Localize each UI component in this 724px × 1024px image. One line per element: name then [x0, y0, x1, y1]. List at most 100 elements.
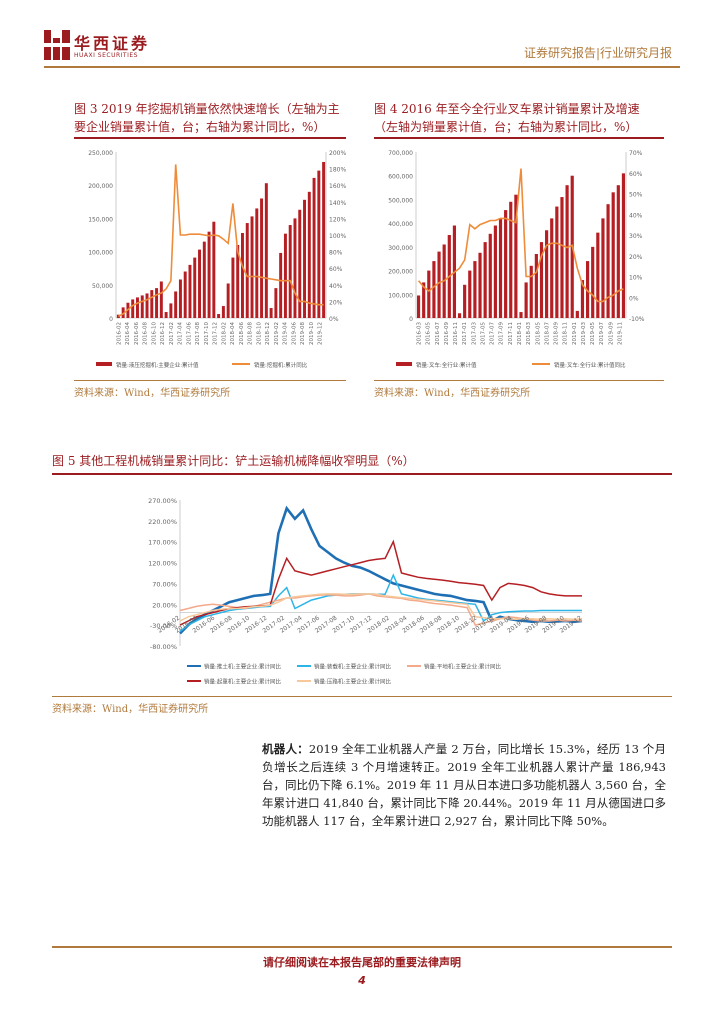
y-tick-label: -80.00%: [150, 643, 177, 651]
y-tick-label: -30.00%: [150, 622, 177, 630]
x-tick-label: 2019-03: [581, 322, 587, 345]
bar: [317, 170, 321, 318]
bar: [545, 230, 549, 318]
left-tick-label: 150,000: [88, 216, 113, 223]
bar: [555, 206, 559, 318]
x-tick-label: 2016-12: [160, 322, 166, 345]
legend-bar-swatch: [96, 362, 112, 366]
x-tick-label: 2017-02: [169, 322, 175, 345]
bar: [519, 312, 523, 318]
bar: [307, 191, 311, 318]
left-tick-label: 50,000: [92, 283, 113, 290]
bar: [155, 288, 159, 318]
legend-line-label: 销量:挖掘机:累计同比: [254, 361, 308, 369]
x-tick-label: 2019-02: [274, 322, 280, 345]
fig5-title: 图 5 其他工程机械销量累计同比：铲土运输机械降幅收窄明显（%）: [52, 454, 415, 468]
left-tick-label: 600,000: [388, 174, 413, 181]
bar: [264, 183, 268, 318]
bar: [279, 252, 283, 318]
bar: [504, 210, 508, 318]
fig3-source: 资料来源：Wind，华西证券研究所: [74, 388, 231, 399]
bar: [212, 221, 216, 318]
x-tick-label: 2017-12: [213, 322, 219, 345]
x-tick-label: 2019-07: [599, 322, 605, 345]
brand-name-en: HUAXI SECURITIES: [74, 52, 138, 59]
x-tick-label: 2018-05: [535, 322, 541, 345]
bar: [226, 283, 230, 318]
legend-label: 销量:装载机:主要企业:累计同比: [314, 663, 392, 671]
x-tick-label: 2016-05: [426, 322, 432, 345]
right-tick-label: 50%: [629, 192, 643, 199]
legend-bar-label: 销量:液压挖掘机:主要企业:累计值: [116, 361, 199, 369]
fig5-bottom-rule: [52, 696, 672, 697]
y-tick-label: 70.00%: [152, 580, 177, 588]
fig5-source: 资料来源：Wind，华西证券研究所: [52, 704, 209, 715]
right-tick-label: 60%: [329, 266, 343, 273]
x-tick-label: 2019-01: [572, 322, 578, 345]
fig4-title: 图 4 2016 年至今全行业叉车累计销量累计及增速 （左轴为销量累计值，台；右…: [374, 100, 664, 136]
x-tick-label: 2016-06: [134, 322, 140, 345]
x-tick-label: 2019-12: [318, 322, 324, 345]
left-tick-label: 250,000: [88, 150, 113, 157]
bar: [145, 293, 149, 318]
bar: [416, 295, 421, 318]
footer-rule: [52, 946, 672, 948]
bar: [174, 291, 178, 318]
x-tick-label: 2017-03: [471, 322, 477, 345]
x-tick-label: 2018-12: [265, 322, 271, 345]
x-tick-label: 2018-01: [517, 322, 523, 345]
legend-label: 销量:推土机:主要企业:累计同比: [204, 663, 282, 671]
bar: [207, 231, 211, 318]
bar: [217, 314, 221, 318]
x-tick-label: 2018-11: [563, 322, 569, 345]
left-tick-label: 100,000: [88, 250, 113, 257]
right-tick-label: -10%: [629, 316, 645, 323]
right-tick-label: 20%: [629, 254, 643, 261]
right-tick-label: 100%: [329, 233, 346, 240]
right-tick-label: 0%: [329, 316, 339, 323]
fig3-title: 图 3 2019 年挖掘机销量依然快速增长（左轴为主 要企业销量累计值，台；右轴…: [74, 100, 364, 136]
bar: [498, 218, 503, 318]
bar: [164, 312, 168, 318]
series-line: [179, 593, 583, 622]
bar: [255, 208, 259, 318]
x-tick-label: 2016-07: [435, 322, 441, 345]
bar: [183, 271, 187, 318]
page-header: 华西证券 HUAXI SECURITIES 证券研究报告|行业研究月报: [0, 0, 724, 70]
legend-bar-swatch: [396, 362, 412, 366]
x-tick-label: 2018-08: [248, 322, 254, 345]
x-tick-label: 2019-10: [309, 322, 315, 345]
x-tick-label: 2016-02: [116, 322, 122, 345]
bar: [591, 246, 595, 318]
fig5-title-rule: [52, 473, 672, 475]
fig3-bottom-rule: [74, 380, 346, 381]
fig5-chart: 270.00% 220.00% 170.00% 120.00% 70.00% 20.00%…: [148, 497, 583, 686]
right-tick-label: 60%: [629, 171, 643, 178]
x-tick-label: 2016-03: [417, 322, 423, 345]
x-tick-label: 2016-10: [151, 322, 157, 345]
bar: [245, 223, 249, 318]
left-tick-label: 200,000: [88, 183, 113, 190]
bar: [274, 288, 278, 318]
bar: [422, 282, 426, 318]
fig4-title-line2: （左轴为销量累计值，台；右轴为累计同比，%）: [374, 120, 638, 134]
y-tick-label: 170.00%: [148, 539, 177, 547]
x-tick-label: 2019-11: [617, 322, 623, 345]
x-tick-label: 2019-08: [300, 322, 306, 345]
right-tick-label: 40%: [329, 283, 343, 290]
brand-name: 华西证券: [74, 34, 151, 53]
bar: [131, 299, 135, 318]
bar: [116, 314, 120, 318]
bar: [493, 225, 497, 318]
bar: [236, 244, 240, 318]
bar: [560, 197, 564, 318]
right-tick-label: 120%: [329, 216, 346, 223]
footer-notice: 请仔细阅读在本报告尾部的重要法律声明: [263, 956, 461, 969]
y-tick-label: 270.00%: [148, 497, 177, 505]
bar: [322, 161, 326, 318]
bar: [193, 257, 197, 318]
bar: [135, 297, 139, 318]
y-tick-label: 220.00%: [148, 518, 177, 526]
x-tick-label: 2017-04: [178, 322, 184, 345]
right-tick-label: 160%: [329, 183, 346, 190]
